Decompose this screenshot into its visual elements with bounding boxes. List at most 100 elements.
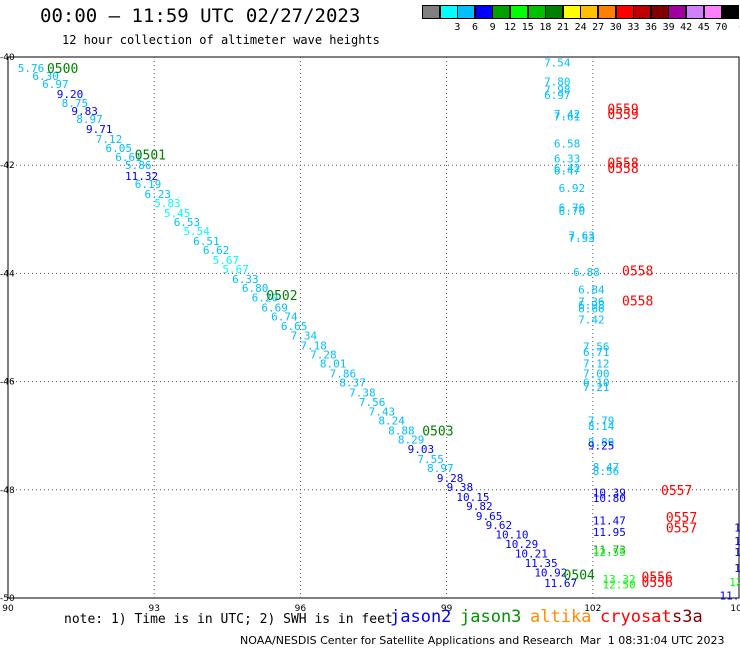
wave-height-value: 8.88 <box>388 424 415 437</box>
pass-time-label: 0557 <box>666 522 697 537</box>
wave-height-value: 13.32 <box>603 573 636 586</box>
satellite-name-s3a: s3a <box>672 607 703 627</box>
legend-swatch <box>527 5 546 19</box>
wave-height-value: 7.18 <box>300 339 327 352</box>
satellite-name-altika: altika <box>530 607 592 627</box>
pass-time-label: 0556 <box>642 576 673 591</box>
time-labels: 0500050105020503050405590559055805580558… <box>47 62 697 591</box>
wave-height-value: 6.33 <box>554 153 581 166</box>
wave-height-value: 8.01 <box>320 358 347 371</box>
wave-height-value: 6.51 <box>193 235 220 248</box>
wave-height-value: 10.29 <box>505 538 538 551</box>
wave-height-value: 6.66 <box>578 303 605 316</box>
wave-height-value: 8.29 <box>398 433 425 446</box>
legend-swatch <box>457 5 476 19</box>
legend-swatch <box>650 5 669 19</box>
plot-frame <box>7 56 740 599</box>
legend-label: 15 <box>521 22 534 33</box>
x-tick-label: 99 <box>441 604 453 614</box>
wave-height-value: 11.47 <box>593 515 626 528</box>
legend-label: 70 <box>715 22 728 33</box>
wave-height-value: 11.73 <box>593 543 626 556</box>
legend-swatch <box>510 5 528 19</box>
wave-height-value: 8.75 <box>62 97 89 110</box>
wave-height-value: 5.67 <box>213 254 240 267</box>
credit-line: NOAA/NESDIS Center for Satellite Applica… <box>240 634 574 647</box>
pass-time-label: 0500 <box>47 62 78 77</box>
wave-height-value: 7.55 <box>417 453 444 466</box>
wave-height-value: 11 <box>734 535 740 548</box>
wave-height-value: 6.23 <box>144 188 171 201</box>
legend-label: 18 <box>539 22 552 33</box>
legend-label: 6 <box>471 22 479 33</box>
wave-height-value: 8.14 <box>588 420 615 433</box>
legend-label: 30 <box>609 22 622 33</box>
wave-height-value: 9.71 <box>86 123 113 136</box>
pass-time-label: 0556 <box>642 570 673 585</box>
wave-height-value: 6.20 <box>252 292 279 305</box>
wave-height-value: 7.86 <box>330 367 357 380</box>
wave-height-value: 6.97 <box>544 89 571 102</box>
wave-height-value: 5.45 <box>164 207 191 220</box>
wave-height-value: 6.88 <box>573 266 600 279</box>
wave-height-value: 6.76 <box>559 201 586 214</box>
legend-swatch <box>422 5 440 19</box>
wave-height-value: 9.20 <box>57 88 84 101</box>
legend-swatch <box>633 5 652 19</box>
satellite-name-jason3: jason3 <box>460 607 522 627</box>
wave-height-value: 8.56 <box>593 465 620 478</box>
legend-swatch <box>562 5 581 19</box>
pass-time-label: 0559 <box>607 108 638 123</box>
wave-height-value: 11.32 <box>125 170 158 183</box>
legend-swatch <box>545 5 564 19</box>
footnote: note: 1) Time is in UTC; 2) SWH is in fe… <box>64 612 393 627</box>
wave-height-value: 5.67 <box>222 263 249 276</box>
y-tick-label: -40 <box>0 53 15 63</box>
chart-title: 00:00 – 11:59 UTC 02/27/2023 <box>40 5 361 27</box>
wave-height-value: 6.05 <box>105 142 132 155</box>
wave-height-value: 6.42 <box>554 162 581 175</box>
pass-time-label: 0504 <box>564 569 595 584</box>
legend-label: 24 <box>574 22 587 33</box>
wave-height-value: 6.30 <box>32 70 59 83</box>
wave-height-value: 10.15 <box>456 491 489 504</box>
wave-height-value: 7.34 <box>291 330 318 343</box>
wave-height-value: 7.43 <box>369 405 396 418</box>
wave-height-value: 7.54 <box>544 56 571 69</box>
wave-height-value: 11 <box>734 546 740 559</box>
legend-label: 3 <box>454 22 461 33</box>
wave-height-value: 11.95 <box>593 526 626 539</box>
wave-height-value: 9.83 <box>71 105 98 118</box>
wave-height-value: 7.00 <box>583 367 610 380</box>
wave-height-value: 8.89 <box>588 436 615 449</box>
x-tick-label: 90 <box>2 604 14 614</box>
pass-time-label: 0557 <box>661 484 692 499</box>
wave-height-value: 6.70 <box>559 205 586 218</box>
wave-height-value: 6.47 <box>554 165 581 178</box>
wave-height-value: 7.61 <box>554 111 581 124</box>
legend-unit: (ft) <box>735 22 740 33</box>
wave-height-value: 12.55 <box>593 546 626 559</box>
wave-height-value: 6.84 <box>578 284 605 297</box>
legend-label: 21 <box>556 22 570 33</box>
wave-height-value: 7.80 <box>544 75 571 88</box>
y-tick-label: -42 <box>0 161 15 171</box>
legend-label: 9 <box>489 22 496 33</box>
legend-label: 42 <box>680 22 693 33</box>
wave-height-value: 7.12 <box>583 358 610 371</box>
legend-swatch <box>492 5 511 19</box>
y-tick-label: -46 <box>0 378 15 388</box>
legend-label: 27 <box>592 22 605 33</box>
wave-height-value: 9.03 <box>408 443 435 456</box>
wave-height-value: 5.76 <box>18 62 45 75</box>
wave-height-value: 7.63 <box>568 230 595 243</box>
wave-height-value: 6.98 <box>578 299 605 312</box>
wave-height-value: 7.42 <box>554 108 581 121</box>
wave-height-value: 7.53 <box>568 232 595 245</box>
legend-label: 12 <box>504 22 517 33</box>
pass-time-label: 0501 <box>135 148 166 163</box>
legend-swatch <box>580 5 599 19</box>
legend-swatch <box>703 5 722 19</box>
legend-swatch <box>474 5 493 19</box>
wave-height-value: 1( <box>734 522 740 535</box>
